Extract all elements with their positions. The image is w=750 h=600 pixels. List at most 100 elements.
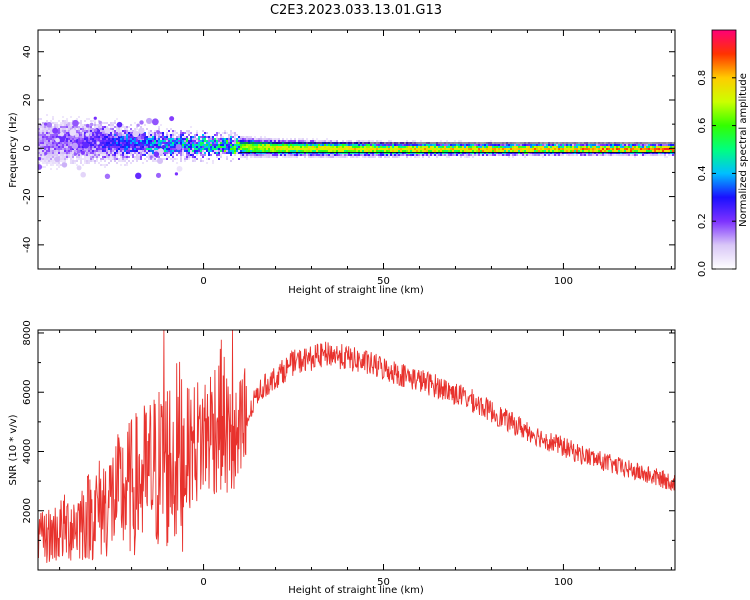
heatmap-cell: [568, 148, 570, 150]
heatmap-cell: [68, 150, 70, 152]
heatmap-cell: [40, 132, 42, 134]
heatmap-cell: [94, 162, 96, 164]
heatmap-cell: [84, 148, 86, 150]
heatmap-cell: [96, 148, 98, 150]
heatmap-cell: [558, 154, 560, 156]
heatmap-cell: [60, 130, 62, 132]
heatmap-cell: [68, 136, 70, 138]
heatmap-cell: [518, 148, 520, 150]
heatmap-cell: [266, 138, 268, 140]
heatmap-cell: [362, 144, 364, 146]
heatmap-cell: [112, 146, 114, 148]
heatmap-cell: [52, 152, 54, 154]
heatmap-cell: [62, 142, 64, 144]
heatmap-cell: [208, 146, 210, 148]
heatmap-cell: [512, 156, 514, 158]
heatmap-cell: [550, 148, 552, 150]
heatmap-cell: [208, 140, 210, 142]
heatmap-cell: [74, 128, 76, 130]
heatmap-cell: [286, 146, 288, 148]
heatmap-cell: [118, 128, 120, 130]
heatmap-cell: [92, 148, 94, 150]
heatmap-cell: [156, 142, 158, 144]
heatmap-cell: [612, 154, 614, 156]
heatmap-cell: [192, 142, 194, 144]
heatmap-cell: [546, 150, 548, 152]
heatmap-cell: [230, 144, 232, 146]
heatmap-cell: [426, 144, 428, 146]
heatmap-cell: [126, 128, 128, 130]
heatmap-cell: [138, 140, 140, 142]
heatmap-cell: [372, 140, 374, 142]
heatmap-cell: [282, 144, 284, 146]
heatmap-cell: [450, 154, 452, 156]
heatmap-cell: [84, 152, 86, 154]
heatmap-cell: [508, 154, 510, 156]
heatmap-cell: [154, 140, 156, 142]
heatmap-cell: [258, 138, 260, 140]
heatmap-cell: [58, 132, 60, 134]
heatmap-cell: [208, 158, 210, 160]
heatmap-cell: [116, 136, 118, 138]
heatmap-cell: [284, 156, 286, 158]
heatmap-cell: [50, 120, 52, 122]
heatmap-cell: [52, 116, 54, 118]
heatmap-cell: [496, 154, 498, 156]
heatmap-cell: [110, 138, 112, 140]
heatmap-cell: [268, 138, 270, 140]
heatmap-cell: [148, 136, 150, 138]
heatmap-cell: [234, 144, 236, 146]
heatmap-cell: [260, 154, 262, 156]
heatmap-cell: [182, 150, 184, 152]
heatmap-cell: [282, 148, 284, 150]
heatmap-cell: [574, 146, 576, 148]
heatmap-cell: [662, 146, 664, 148]
heatmap-cell: [160, 146, 162, 148]
heatmap-cell: [284, 144, 286, 146]
heatmap-cell: [122, 150, 124, 152]
heatmap-cell: [548, 150, 550, 152]
heatmap-cell: [514, 150, 516, 152]
heatmap-cell: [98, 162, 100, 164]
heatmap-cell: [656, 150, 658, 152]
heatmap-cell: [494, 150, 496, 152]
heatmap-cell: [506, 154, 508, 156]
heatmap-cell: [128, 152, 130, 154]
heatmap-cell: [66, 156, 68, 158]
heatmap-cell: [272, 144, 274, 146]
heatmap-cell: [272, 154, 274, 156]
heatmap-cell: [254, 136, 256, 138]
heatmap-cell: [222, 136, 224, 138]
heatmap-cell: [252, 154, 254, 156]
heatmap-cell: [132, 136, 134, 138]
heatmap-cell: [496, 146, 498, 148]
heatmap-cell: [172, 144, 174, 146]
heatmap-cell: [50, 128, 52, 130]
heatmap-cell: [660, 146, 662, 148]
heatmap-cell: [554, 154, 556, 156]
heatmap-cell: [122, 156, 124, 158]
heatmap-cell: [216, 138, 218, 140]
heatmap-cell: [116, 140, 118, 142]
heatmap-cell: [428, 148, 430, 150]
heatmap-cell: [72, 154, 74, 156]
heatmap-cell: [528, 150, 530, 152]
heatmap-cell: [230, 134, 232, 136]
heatmap-cell: [152, 144, 154, 146]
heatmap-cell: [428, 156, 430, 158]
heatmap-cell: [540, 150, 542, 152]
heatmap-cell: [98, 136, 100, 138]
heatmap-cell: [158, 134, 160, 136]
heatmap-cell: [512, 148, 514, 150]
heatmap-cell: [90, 142, 92, 144]
heatmap-cell: [338, 144, 340, 146]
heatmap-cell: [102, 152, 104, 154]
heatmap-cell: [218, 138, 220, 140]
heatmap-cell: [194, 142, 196, 144]
heatmap-cell: [212, 150, 214, 152]
heatmap-cell: [88, 146, 90, 148]
heatmap-cell: [174, 134, 176, 136]
heatmap-cell: [314, 146, 316, 148]
heatmap-cell: [176, 140, 178, 142]
